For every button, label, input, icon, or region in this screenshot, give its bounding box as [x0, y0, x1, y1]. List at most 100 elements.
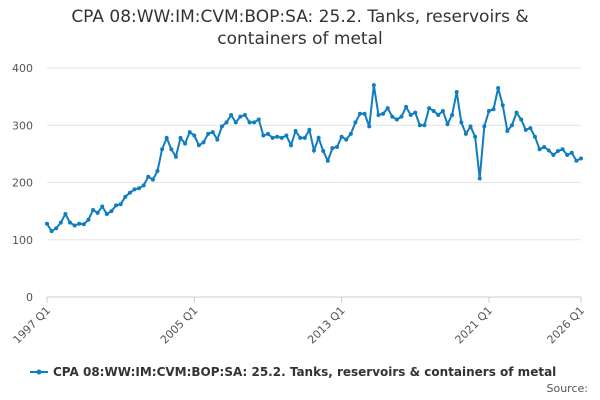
point — [86, 217, 91, 222]
point — [574, 158, 579, 163]
point — [229, 112, 234, 117]
point — [509, 123, 514, 128]
point — [579, 156, 583, 161]
point — [565, 153, 570, 158]
point — [192, 133, 197, 138]
point — [551, 153, 556, 158]
point — [330, 146, 335, 151]
point — [279, 135, 284, 140]
point — [381, 111, 386, 116]
point — [169, 147, 174, 152]
x-tick-label: 1997 Q1 — [11, 304, 54, 347]
point — [450, 112, 455, 117]
point — [178, 135, 183, 140]
point — [440, 108, 445, 113]
point — [532, 134, 537, 139]
point — [261, 133, 266, 138]
point — [49, 229, 54, 234]
point — [436, 112, 441, 117]
point — [362, 111, 367, 116]
point — [459, 120, 464, 125]
point — [72, 223, 77, 228]
point — [275, 134, 280, 139]
point — [284, 133, 289, 138]
point — [422, 123, 427, 128]
point — [210, 130, 215, 135]
y-tick-label: 200 — [12, 177, 33, 190]
point — [224, 120, 229, 125]
point — [127, 190, 132, 195]
point — [385, 106, 390, 111]
y-tick-label: 300 — [12, 119, 33, 132]
point — [81, 222, 86, 227]
point — [463, 131, 468, 136]
point — [555, 149, 560, 154]
point — [298, 135, 303, 140]
point — [358, 111, 363, 116]
y-tick-label: 100 — [12, 234, 33, 247]
point — [348, 131, 353, 136]
y-tick-label: 400 — [12, 62, 33, 75]
point — [150, 177, 155, 182]
point — [164, 135, 169, 140]
point — [523, 127, 528, 132]
point — [399, 114, 404, 119]
point — [293, 128, 298, 133]
point — [137, 186, 142, 191]
point — [187, 130, 192, 135]
point — [45, 221, 49, 226]
point — [316, 135, 321, 140]
point — [339, 134, 344, 139]
point — [146, 174, 151, 179]
point — [491, 107, 496, 112]
point — [477, 176, 482, 181]
point — [247, 120, 252, 125]
point — [265, 131, 270, 136]
point — [238, 114, 243, 119]
point — [68, 220, 73, 225]
source: Source: — [547, 382, 589, 395]
point — [155, 169, 160, 174]
x-tick-label: 2026 Q1 — [545, 304, 588, 347]
point — [118, 202, 123, 207]
point — [537, 147, 542, 152]
point — [335, 145, 340, 150]
point — [215, 137, 220, 142]
x-tick-label: 2005 Q1 — [158, 304, 201, 347]
point — [344, 137, 349, 142]
point — [454, 90, 459, 95]
point — [427, 106, 432, 111]
point — [404, 104, 409, 109]
point — [325, 158, 330, 163]
point — [288, 143, 293, 148]
point — [394, 117, 399, 122]
point — [206, 131, 211, 136]
x-tick-label: 2013 Q1 — [305, 304, 348, 347]
point — [201, 140, 206, 145]
point — [542, 145, 547, 150]
point — [445, 122, 450, 127]
point — [109, 209, 114, 214]
point — [321, 149, 326, 154]
point — [63, 211, 68, 216]
point — [496, 86, 501, 91]
point — [519, 117, 524, 122]
point — [312, 148, 316, 153]
point — [54, 226, 59, 231]
point — [514, 110, 519, 115]
point — [132, 187, 137, 192]
point — [302, 135, 307, 140]
chart-title: CPA 08:WW:IM:CVM:BOP:SA: 25.2. Tanks, re… — [71, 7, 529, 49]
legend-marker — [36, 369, 42, 375]
point — [219, 124, 224, 129]
point — [353, 120, 358, 125]
point — [528, 126, 533, 131]
point — [376, 112, 381, 117]
point — [307, 127, 312, 132]
point — [408, 112, 413, 117]
point — [431, 108, 436, 113]
point — [256, 117, 261, 122]
point — [500, 103, 505, 108]
point — [468, 124, 473, 129]
